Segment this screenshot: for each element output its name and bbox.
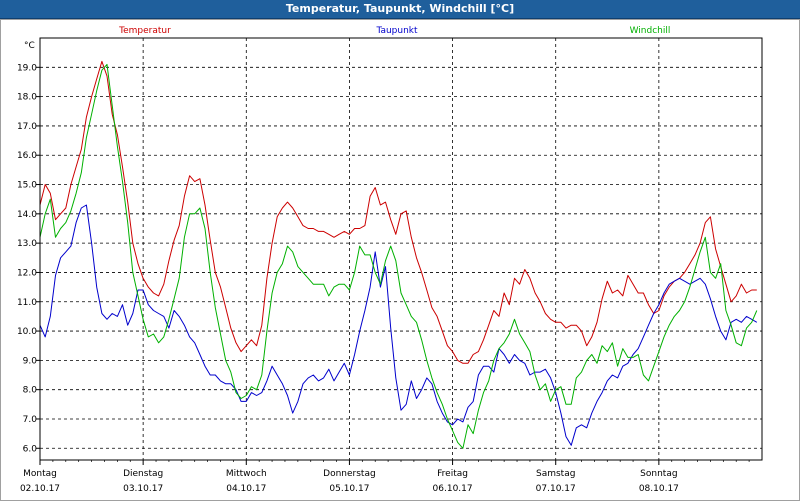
line-chart: 6.0 7.0 8.0 9.0 10.0 11.0 12.0 13.0 14.0 15.0 16.0…: [17, 26, 763, 494]
y-axis-labels: 6.0 7.0 8.0 9.0 10.0 11.0 12.0 13.0 14.0 15.0 16.0…: [17, 63, 37, 454]
x-date-label: 08.10.17: [639, 484, 679, 494]
y-tick-label: 6.0: [23, 444, 38, 454]
x-date-label: 05.10.17: [329, 484, 369, 494]
y-tick-label: 9.0: [23, 356, 38, 366]
x-date-label: 06.10.17: [433, 484, 473, 494]
y-tick-label: 16.0: [17, 151, 37, 161]
plot-border: [39, 37, 763, 461]
window-titlebar: Temperatur, Taupunkt, Windchill [°C]: [0, 0, 800, 19]
legend-entry-windchill: Windchill: [630, 26, 671, 36]
series-line-taupunkt: [39, 204, 758, 446]
x-day-label: Montag: [23, 469, 57, 479]
x-day-label: Donnerstag: [323, 469, 376, 479]
chart-series: [39, 60, 758, 449]
x-day-label: Freitag: [437, 469, 468, 479]
y-tick-label: 10.0: [17, 327, 37, 337]
plot-area: [40, 38, 762, 460]
y-tick-label: 19.0: [17, 63, 37, 73]
x-day-label: Sonntag: [640, 469, 677, 479]
x-day-label: Dienstag: [123, 469, 163, 479]
x-date-label: 07.10.17: [536, 484, 576, 494]
x-axis-labels: Montag 02.10.17 Dienstag 03.10.17 Mittwoch 04…: [20, 469, 679, 494]
chart-legend: Temperatur Taupunkt Windchill: [118, 26, 670, 36]
x-date-label: 02.10.17: [20, 484, 60, 494]
chart-axes: [36, 37, 763, 465]
legend-entry-taupunkt: Taupunkt: [375, 26, 418, 36]
y-tick-label: 14.0: [17, 210, 37, 220]
x-day-label: Samstag: [536, 469, 575, 479]
y-tick-label: 18.0: [17, 93, 37, 103]
y-tick-label: 8.0: [23, 386, 38, 396]
x-date-label: 03.10.17: [123, 484, 163, 494]
y-tick-label: 17.0: [17, 122, 37, 132]
x-date-label: 04.10.17: [226, 484, 266, 494]
y-tick-label: 11.0: [17, 298, 37, 308]
window-title: Temperatur, Taupunkt, Windchill [°C]: [285, 2, 515, 15]
series-line-temperatur: [39, 60, 757, 364]
y-tick-label: 12.0: [17, 268, 37, 278]
y-tick-label: 15.0: [17, 181, 37, 191]
series-line-windchill: [39, 63, 758, 449]
legend-entry-temperatur: Temperatur: [118, 26, 171, 36]
y-tick-label: 13.0: [17, 239, 37, 249]
y-tick-label: 7.0: [23, 415, 38, 425]
x-day-label: Mittwoch: [226, 469, 267, 479]
chart-grid: [40, 38, 762, 460]
y-axis-unit: °C: [24, 41, 35, 51]
